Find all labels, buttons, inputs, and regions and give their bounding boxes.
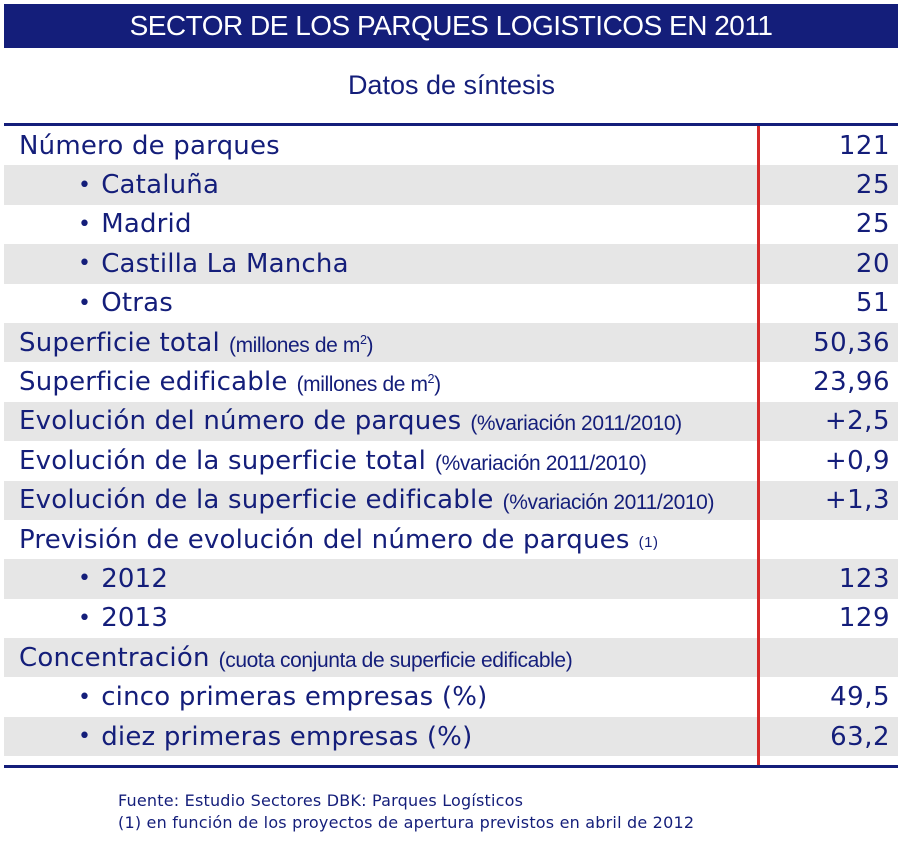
row-label: Superficie edificable (millones de m2) [19,367,442,398]
row-note: (1) [638,534,659,552]
row-label: Superficie total (millones de m2) [19,327,374,358]
table-row: • cinco primeras empresas (%) 49,5 [4,677,898,716]
row-value: 121 [838,130,890,161]
table-top-rule [4,123,898,126]
row-label: Número de parques [19,130,280,161]
table-row: • diez primeras empresas (%) 63,2 [4,716,898,757]
row-note: (%variación 2011/2010) [502,491,715,515]
row-note: (millones de m2) [296,372,442,397]
table-row: Evolución de la superficie edificable (%v… [4,480,898,520]
table-row: Superficie edificable (millones de m2) 23… [4,362,898,401]
row-value: 129 [838,603,890,634]
bullet-icon: • [78,172,92,198]
table-row: Previsión de evolución del número de par… [4,520,898,559]
table-row: Concentración (cuota conjunta de superfic… [4,638,898,678]
row-label: Evolución de la superficie edificable (%v… [19,485,715,516]
row-label: Previsión de evolución del número de par… [19,524,659,555]
bullet-icon: • [78,251,92,277]
bullet-icon: • [78,605,92,631]
bullet-icon: • [78,211,92,237]
table-row: • Castilla La Mancha 20 [4,244,898,284]
row-value: 123 [838,563,890,594]
row-value: +2,5 [824,406,890,437]
footer-note: (1) en función de los proyectos de apert… [118,813,695,832]
row-value: 23,96 [813,367,890,398]
row-label: Evolución de la superficie total (%variac… [19,445,647,476]
row-note: (%variación 2011/2010) [470,412,682,436]
row-label: • Otras [78,288,174,319]
table-row: • Madrid 25 [4,205,898,244]
table-row: Evolución de la superficie total (%variac… [4,441,898,480]
row-value: +0,9 [824,445,890,476]
row-value: 50,36 [813,327,890,358]
table-row: Número de parques 121 [4,126,898,165]
row-value: 25 [855,209,890,240]
footer-source: Fuente: Estudio Sectores DBK: Parques Lo… [118,791,524,810]
footer: Fuente: Estudio Sectores DBK: Parques Lo… [118,790,694,834]
table-row: • 2012 123 [4,559,898,599]
bullet-icon: • [78,724,92,750]
row-label: • Madrid [78,209,192,240]
bullet-icon: • [78,566,92,592]
title-bar: SECTOR DE LOS PARQUES LOGISTICOS EN 2011 [4,4,898,48]
row-value: +1,3 [824,485,890,516]
row-label: • Castilla La Mancha [78,248,349,279]
column-divider [757,126,760,765]
row-value: 20 [855,248,890,279]
bullet-icon: • [78,290,92,316]
table-row: Evolución del número de parques (%variaci… [4,401,898,442]
row-value: 63,2 [830,721,890,752]
row-label: • 2012 [78,563,169,594]
row-note: (cuota conjunta de superficie edificable… [218,648,573,672]
row-label: • 2013 [78,603,169,634]
summary-table: Número de parques 121 • Cataluña 25 • Madr… [4,126,898,757]
row-note: (%variación 2011/2010) [435,451,647,475]
table-row: • Otras 51 [4,284,898,323]
row-label: Concentración (cuota conjunta de superfic… [19,642,573,673]
row-value: 49,5 [830,682,890,713]
row-label: • diez primeras empresas (%) [78,721,473,752]
bullet-icon: • [78,684,92,710]
row-value: 25 [855,170,890,201]
table-row: • Cataluña 25 [4,165,898,205]
row-note: (millones de m2) [228,332,374,357]
page-title: SECTOR DE LOS PARQUES LOGISTICOS EN 2011 [129,10,773,41]
table-row: • 2013 129 [4,599,898,638]
subtitle: Datos de síntesis [347,70,556,100]
row-value: 51 [855,288,890,319]
row-label: • cinco primeras empresas (%) [78,682,488,713]
table-row: Superficie total (millones de m2) 50,36 [4,322,898,363]
row-label: Evolución del número de parques (%variaci… [19,406,682,437]
table-bottom-rule [4,765,898,768]
row-label: • Cataluña [78,170,220,201]
